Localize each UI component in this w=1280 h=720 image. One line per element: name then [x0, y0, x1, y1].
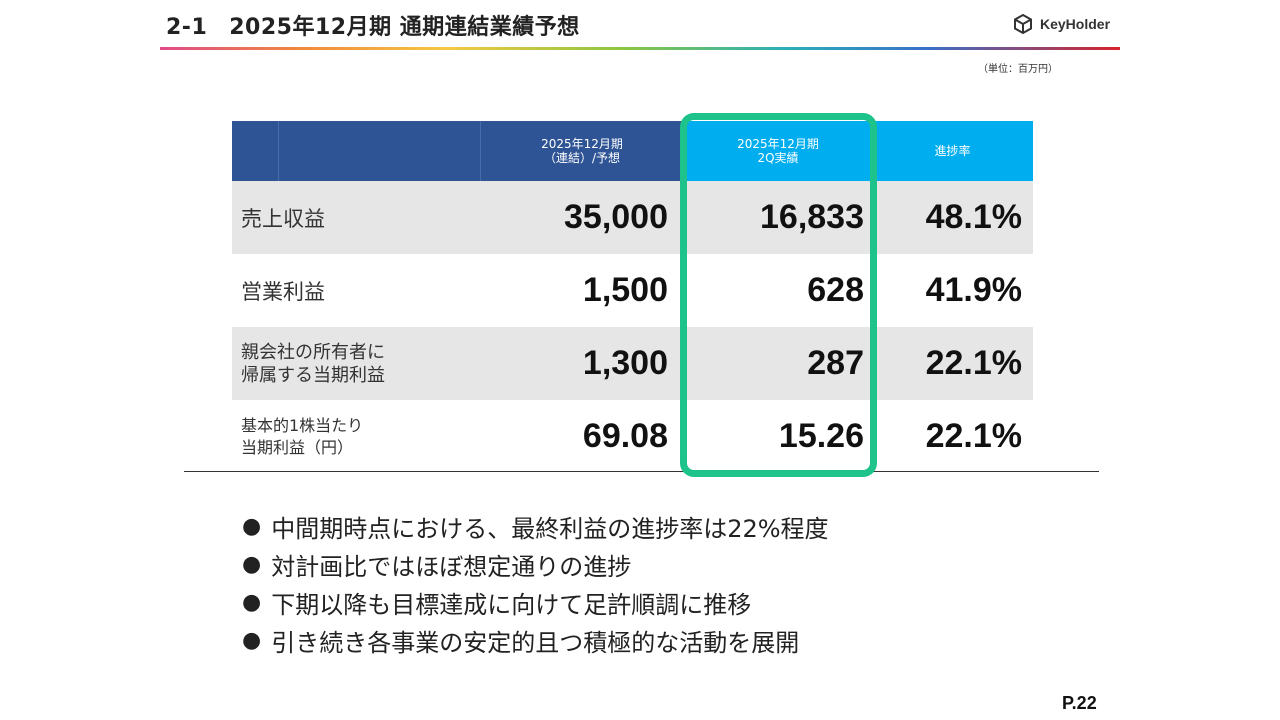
column-header-actual: 2025年12月期 2Q実績 — [684, 121, 872, 181]
progress-value: 41.9% — [925, 271, 1022, 309]
row-label: 親会社の所有者に 帰属する当期利益 — [241, 327, 385, 400]
progress-value: 48.1% — [925, 198, 1022, 236]
forecast-value: 1,300 — [582, 344, 668, 382]
forecast-value: 69.08 — [582, 417, 668, 455]
column-header-line: 進捗率 — [934, 144, 971, 158]
forecast-value: 1,500 — [582, 271, 668, 309]
bullet-text: 下期以降も目標達成に向けて足許順調に推移 — [271, 590, 752, 619]
column-header-line: 2Q実績 — [757, 151, 799, 165]
actual-value: 287 — [807, 344, 864, 382]
row-label: 営業利益 — [241, 254, 325, 327]
bullet-dot-icon: ● — [242, 589, 262, 615]
list-item: ● 対計画比ではほぼ想定通りの進捗 — [242, 545, 829, 583]
title-text: 2025年12月期 通期連結業績予想 — [229, 15, 580, 40]
row-label-text: 親会社の所有者に — [241, 341, 385, 363]
table-row-operating-profit: 営業利益 1,500 628 41.9% — [232, 254, 1033, 327]
page-number: P.22 — [1062, 693, 1097, 713]
column-header-forecast: 2025年12月期 （連結）/予想 — [480, 121, 684, 181]
column-header-line: （連結）/予想 — [543, 151, 621, 165]
actual-value: 16,833 — [760, 198, 864, 236]
forecast-table: 2025年12月期 （連結）/予想 2025年12月期 2Q実績 進捗率 売上収… — [232, 121, 1033, 457]
section-number: 2-1 — [166, 15, 208, 40]
cube-icon — [1014, 13, 1032, 35]
table-row-revenue: 売上収益 35,000 16,833 48.1% — [232, 181, 1033, 254]
slide-header: 2-1 2025年12月期 通期連結業績予想 KeyHolder — [0, 0, 1280, 52]
bullet-text: 中間期時点における、最終利益の進捗率は22%程度 — [271, 514, 829, 543]
progress-value: 22.1% — [925, 417, 1022, 455]
column-header-progress: 進捗率 — [872, 121, 1033, 181]
actual-value: 628 — [807, 271, 864, 309]
row-label-text: 帰属する当期利益 — [241, 364, 385, 386]
header-divider — [278, 121, 279, 181]
bullet-text: 引き続き各事業の安定的且つ積極的な活動を展開 — [271, 628, 800, 657]
list-item: ● 下期以降も目標達成に向けて足許順調に推移 — [242, 583, 829, 621]
table-row-net-profit: 親会社の所有者に 帰属する当期利益 1,300 287 22.1% — [232, 327, 1033, 400]
column-header-line: 2025年12月期 — [541, 137, 623, 151]
header-cyan-area — [684, 121, 1033, 181]
row-label: 基本的1株当たり 当期利益（円） — [241, 400, 363, 473]
table-row-eps: 基本的1株当たり 当期利益（円） 69.08 15.26 22.1% — [232, 400, 1033, 473]
actual-column-highlight — [680, 113, 877, 477]
company-logo: KeyHolder — [1012, 13, 1110, 35]
column-header-line: 2025年12月期 — [737, 137, 819, 151]
unit-note: （単位：百万円） — [978, 64, 1058, 75]
header-blue-area — [232, 121, 684, 181]
row-label-text: 営業利益 — [241, 279, 325, 304]
header-divider — [480, 121, 481, 181]
forecast-value: 35,000 — [564, 198, 668, 236]
bullet-dot-icon: ● — [242, 551, 262, 577]
list-item: ● 引き続き各事業の安定的且つ積極的な活動を展開 — [242, 621, 829, 659]
bullet-dot-icon: ● — [242, 627, 262, 653]
list-item: ● 中間期時点における、最終利益の進捗率は22%程度 — [242, 507, 829, 545]
actual-value: 15.26 — [778, 417, 864, 455]
bullet-list: ● 中間期時点における、最終利益の進捗率は22%程度 ● 対計画比ではほぼ想定通りの… — [242, 507, 829, 659]
bullet-dot-icon: ● — [242, 513, 262, 539]
bullet-text: 対計画比ではほぼ想定通りの進捗 — [271, 552, 632, 581]
logo-text: KeyHolder — [1040, 16, 1111, 32]
slide-title: 2-1 2025年12月期 通期連結業績予想 — [166, 9, 580, 41]
table-bottom-rule — [184, 471, 1099, 472]
row-label-text: 売上収益 — [241, 206, 325, 231]
progress-value: 22.1% — [925, 344, 1022, 382]
row-label: 売上収益 — [241, 181, 325, 254]
row-label-text: 当期利益（円） — [241, 437, 354, 457]
header-rule — [160, 47, 1120, 50]
row-label-text: 基本的1株当たり — [241, 415, 364, 435]
table-header: 2025年12月期 （連結）/予想 2025年12月期 2Q実績 進捗率 — [232, 121, 1033, 181]
